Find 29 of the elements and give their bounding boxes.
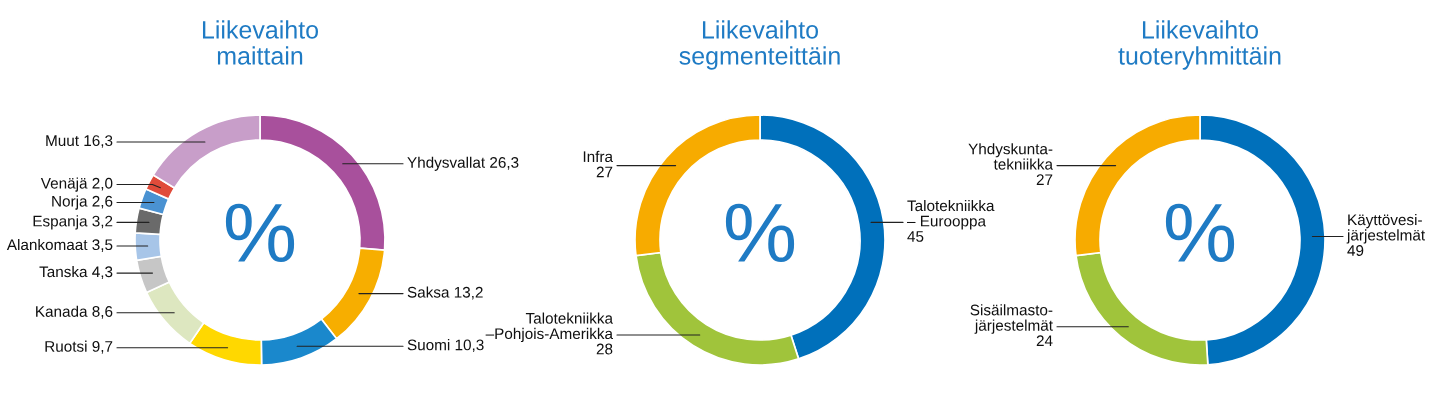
data-label: 28	[596, 343, 613, 355]
slice-label: Saksa 13,2	[407, 286, 483, 300]
slice-label: Yhdysvallat 26,3	[407, 156, 519, 171]
chart-title: Liikevaihto segmenteittäin	[679, 20, 840, 70]
slice-label: Kanada 8,6	[36, 305, 113, 319]
slice-label: Ruotsi 9,7	[45, 340, 113, 354]
slice-label: Talotekniikka – Eurooppa	[907, 199, 995, 230]
slice-label: Talotekniikka –Pohjois-Amerikka	[485, 312, 613, 343]
slice-label: Suomi 10,3	[407, 339, 484, 353]
data-label: 45	[907, 231, 924, 242]
text: %	[225, 203, 295, 263]
slice-label: Yhdyskunta- tekniikka	[968, 143, 1053, 170]
data-label: 27	[596, 166, 613, 178]
data-label: 49	[1347, 245, 1364, 256]
data-label: 27	[1036, 174, 1053, 185]
slice-label: Venäjä 2,0	[40, 177, 113, 192]
slice-label: Tanska 4,3	[39, 265, 113, 279]
slice-label: Muut 16,3	[46, 135, 113, 148]
slice-label: Sisäilmasto- järjestelmät	[970, 304, 1053, 334]
data-label: 24	[1036, 335, 1053, 346]
text: %	[725, 203, 795, 263]
slice-label: Espanja 3,2	[33, 215, 113, 230]
slice-label: Käyttövesi- järjestelmät	[1346, 214, 1425, 244]
slice-label: Norja 2,6	[52, 195, 113, 210]
chart-title: Liikevaihto tuoteryhmittäin	[1118, 20, 1281, 70]
text: %	[1165, 203, 1235, 263]
slice-label: Infra	[583, 150, 613, 163]
slice-label: Alankomaat 3,5	[6, 238, 113, 252]
chart-title: Liikevaihto maittain	[202, 20, 319, 65]
